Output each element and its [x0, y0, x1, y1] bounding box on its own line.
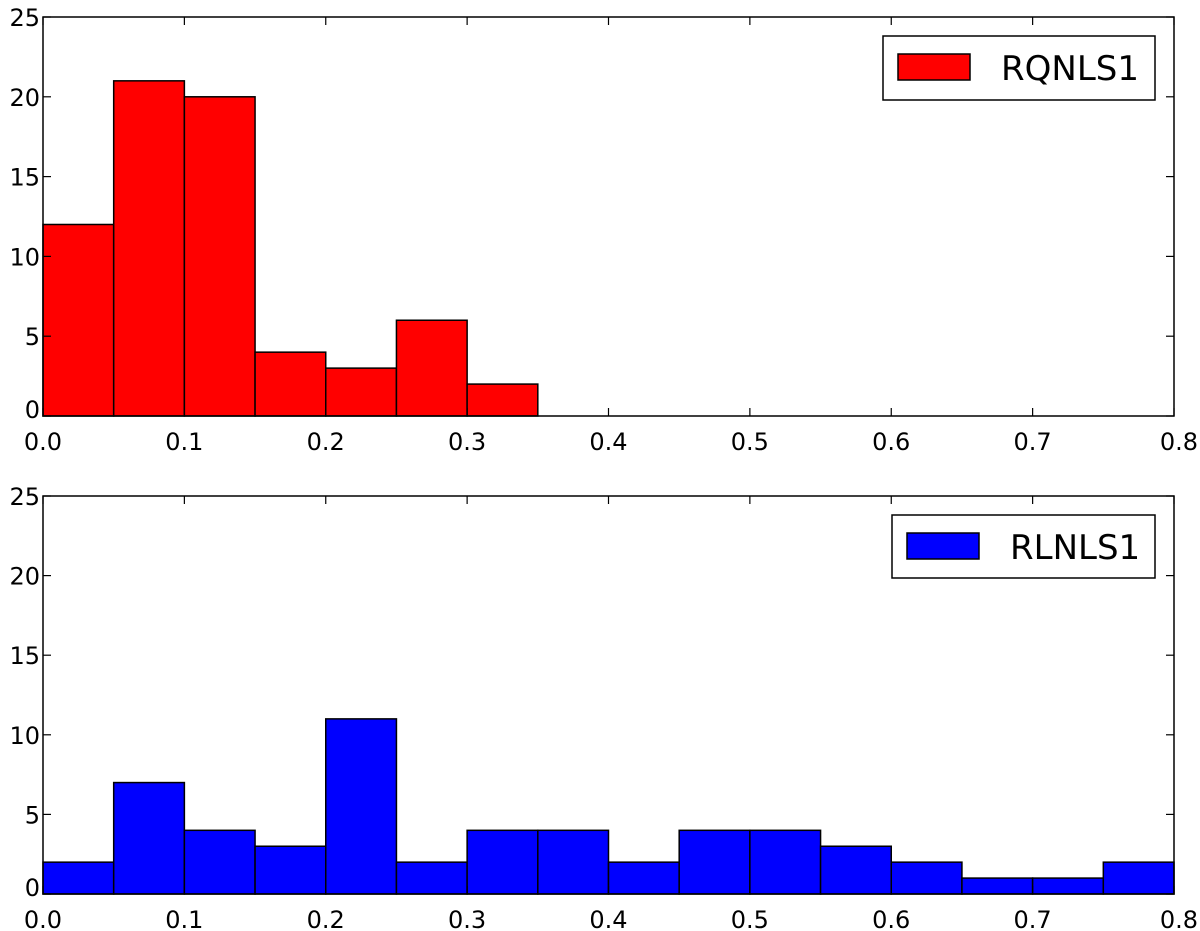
legend-box — [891, 514, 1156, 579]
histogram-bar — [112, 781, 186, 895]
y-tick-label: 0 — [25, 396, 40, 424]
y-tick-label: 20 — [9, 563, 40, 591]
y-tick-label: 25 — [9, 483, 40, 511]
histogram-bar — [183, 96, 256, 417]
legend: RQNLS1 — [882, 35, 1156, 101]
histogram-bar — [325, 367, 398, 417]
y-tick-label: 15 — [9, 642, 40, 670]
y-tick-label: 20 — [9, 84, 40, 112]
histogram-bar — [183, 829, 256, 895]
histogram-bar — [466, 829, 539, 895]
x-tick-label: 0.3 — [448, 428, 486, 456]
x-tick-label: 0.7 — [1014, 428, 1052, 456]
histogram-bar — [890, 861, 963, 895]
x-tick-label: 0.0 — [24, 428, 62, 456]
histogram-bar — [607, 861, 680, 895]
x-tick-label: 0.6 — [872, 428, 910, 456]
histogram-bar — [325, 718, 398, 895]
histogram-bar — [254, 351, 327, 417]
histogram-bar — [678, 829, 751, 895]
x-tick-label: 0.0 — [24, 906, 62, 931]
legend-swatch — [906, 532, 980, 560]
x-tick-label: 0.4 — [589, 906, 627, 931]
histogram-bar — [42, 223, 115, 417]
histogram-bar — [254, 845, 327, 895]
histogram-bar — [112, 80, 186, 417]
x-tick-label: 0.5 — [731, 906, 769, 931]
legend-swatch — [897, 53, 971, 81]
y-tick-label: 25 — [9, 4, 40, 32]
histogram-bar — [395, 319, 468, 417]
y-tick-label: 15 — [9, 164, 40, 192]
histogram-bar — [961, 877, 1034, 895]
histogram-bar — [749, 829, 822, 895]
x-tick-label: 0.8 — [1160, 428, 1198, 456]
panel-2: 0.0 0.1 0.2 0.3 0.4 0.5 0.6 0.7 0.8 0 5 10 15 20 25 RLN… — [9, 483, 1198, 931]
histogram-bar — [395, 861, 468, 895]
histogram-bar — [819, 845, 892, 895]
x-tick-label: 0.1 — [165, 428, 203, 456]
x-tick-label: 0.5 — [731, 428, 769, 456]
histogram-bar — [466, 383, 539, 417]
histogram-bar — [1031, 877, 1105, 895]
x-tick-label: 0.4 — [589, 428, 627, 456]
x-tick-label: 0.7 — [1014, 906, 1052, 931]
x-tick-label: 0.3 — [448, 906, 486, 931]
x-tick-label: 0.1 — [165, 906, 203, 931]
y-tick-label: 5 — [25, 801, 40, 829]
y-tick-label: 10 — [9, 722, 40, 750]
x-tick-label: 0.8 — [1160, 906, 1198, 931]
legend-label: RLNLS1 — [1010, 528, 1140, 568]
y-tick-label: 5 — [25, 323, 40, 351]
histogram-bar — [1102, 861, 1175, 895]
legend: RLNLS1 — [891, 514, 1156, 579]
x-tick-label: 0.2 — [307, 906, 345, 931]
legend-label: RQNLS1 — [1001, 49, 1139, 89]
x-tick-label: 0.2 — [307, 428, 345, 456]
y-tick-label: 10 — [9, 243, 40, 271]
panel-1: 0.0 0.1 0.2 0.3 0.4 0.5 0.6 0.7 0.8 0 5 10 15 20 25 RQN… — [9, 4, 1198, 456]
histogram-bar — [537, 829, 610, 895]
x-tick-label: 0.6 — [872, 906, 910, 931]
histogram-bar — [42, 861, 115, 895]
y-tick-label: 0 — [25, 874, 40, 902]
